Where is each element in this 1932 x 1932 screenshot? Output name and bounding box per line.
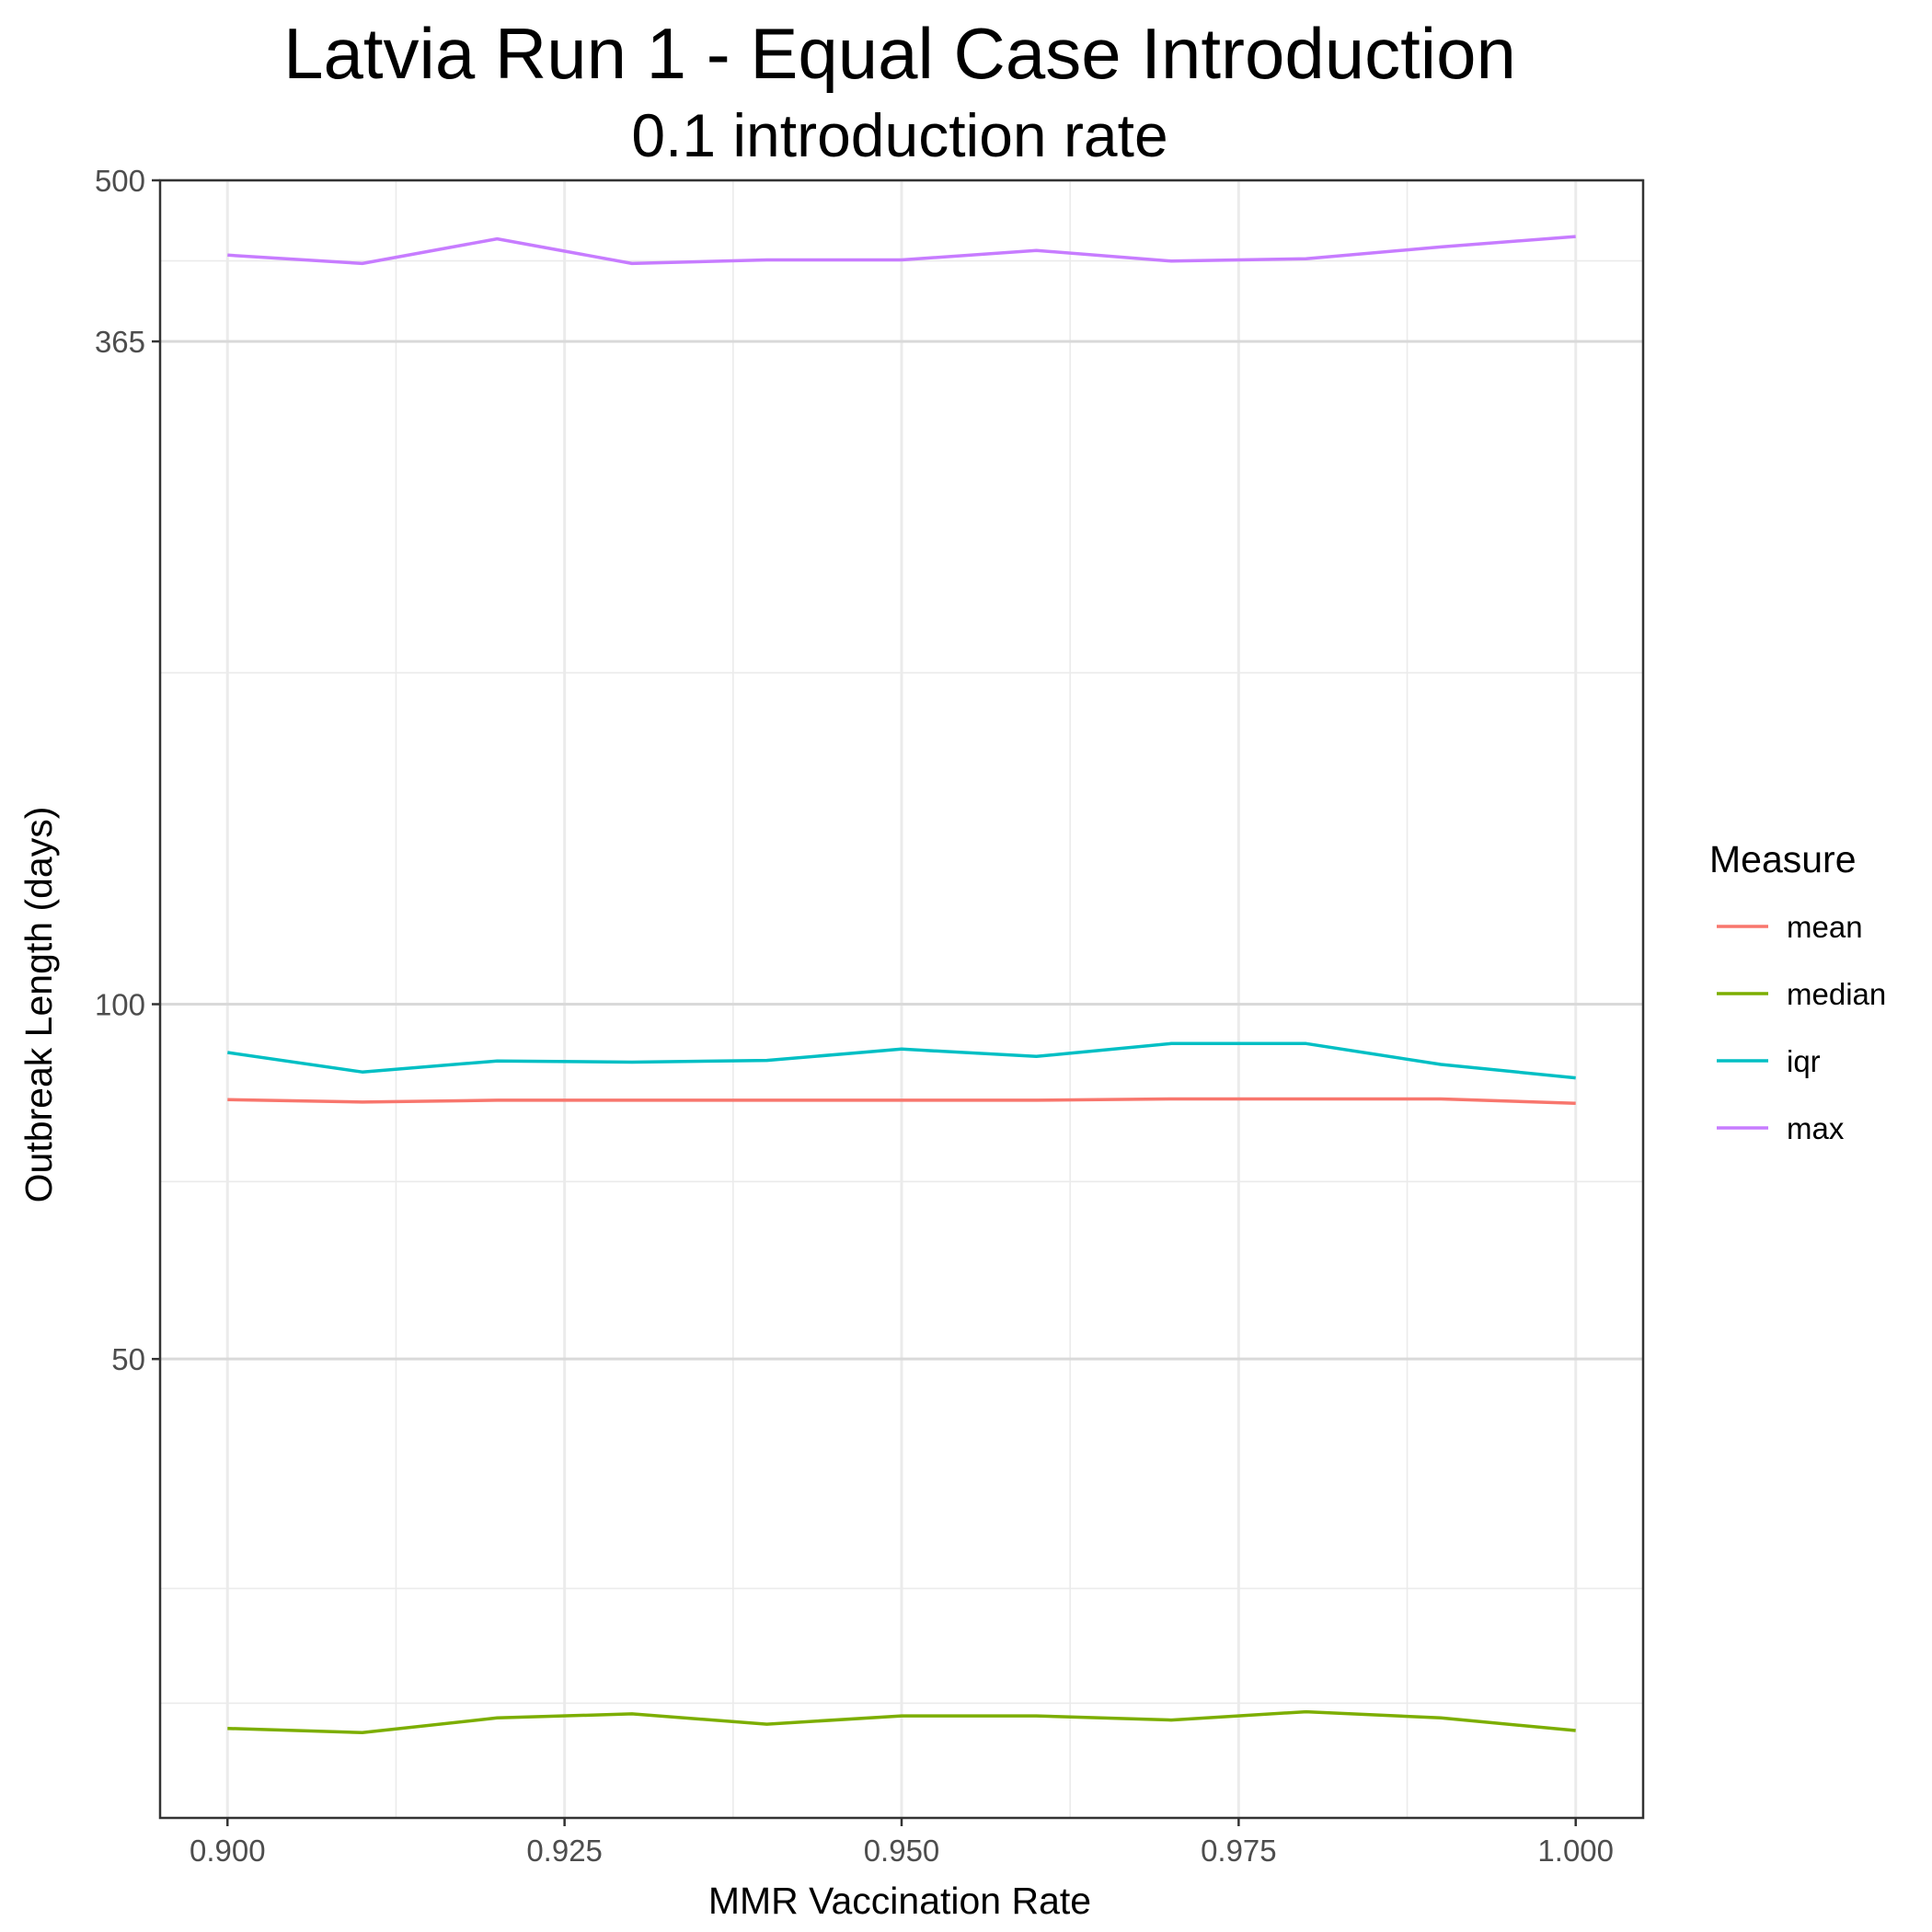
legend-label: max [1787, 1111, 1845, 1145]
legend-label: mean [1787, 910, 1863, 944]
plot-area: 0.900 0.925 0.950 0.975 1.000 50 100 365 500 [95, 164, 1645, 1868]
x-tick-label: 0.900 [190, 1834, 266, 1868]
y-tick-label: 500 [95, 164, 145, 198]
series-line-mean [227, 1097, 1576, 1105]
chart-subtitle: 0.1 introduction rate [631, 101, 1167, 169]
chart-title: Latvia Run 1 - Equal Case Introduction [283, 13, 1516, 94]
x-tick-label: 0.950 [864, 1834, 940, 1868]
x-tick-label: 1.000 [1537, 1834, 1614, 1868]
series-line-iqr [227, 1041, 1576, 1080]
legend-title: Measure [1709, 838, 1857, 880]
legend-item-iqr: iqr [1717, 1044, 1821, 1078]
legend-item-median: median [1717, 977, 1886, 1011]
y-axis-title: Outbreak Length (days) [17, 807, 60, 1203]
x-tick-label: 0.925 [526, 1834, 603, 1868]
x-axis-title: MMR Vaccination Rate [708, 1880, 1091, 1922]
legend-item-mean: mean [1717, 910, 1863, 944]
x-tick-label: 0.975 [1201, 1834, 1277, 1868]
series-line-median [227, 1709, 1576, 1735]
legend-label: median [1787, 977, 1886, 1011]
y-tick-label: 365 [95, 325, 145, 359]
y-tick-label: 50 [111, 1342, 145, 1376]
series-line-max [227, 235, 1576, 266]
legend-item-max: max [1717, 1111, 1845, 1145]
legend: Measure mean median iqr max [1709, 838, 1886, 1145]
legend-label: iqr [1787, 1044, 1821, 1078]
y-tick-label: 100 [95, 988, 145, 1022]
